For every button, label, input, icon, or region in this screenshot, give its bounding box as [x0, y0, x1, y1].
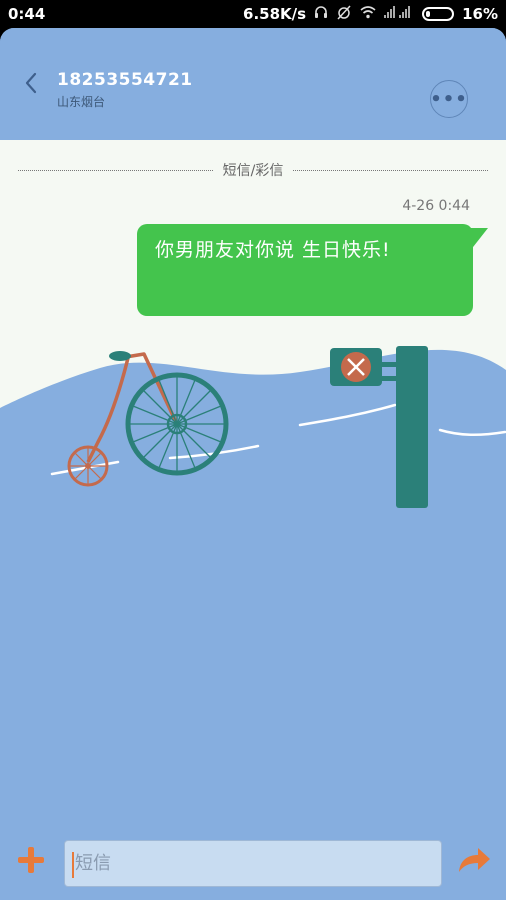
message-timestamp: 4-26 0:44: [402, 198, 470, 214]
status-time: 0:44: [8, 5, 46, 23]
back-button[interactable]: [16, 68, 46, 98]
text-cursor: [72, 852, 74, 878]
message-type-divider: 短信/彩信: [18, 160, 488, 180]
signal-icon: [384, 5, 414, 23]
battery-icon: [422, 7, 455, 21]
plus-icon: [18, 847, 44, 873]
contact-location: 山东烟台: [57, 95, 106, 109]
sent-message-bubble[interactable]: 你男朋友对你说 生日快乐!: [137, 224, 473, 316]
alarm-off-icon: [336, 4, 352, 24]
message-type-label: 短信/彩信: [222, 163, 284, 179]
contact-number: 18253554721: [57, 70, 193, 90]
message-text: 你男朋友对你说 生日快乐!: [155, 239, 391, 261]
divider-line-left: [18, 169, 213, 171]
conversation-header: 18253554721 山东烟台 •••: [0, 28, 506, 140]
chevron-left-icon: [25, 72, 37, 94]
send-arrow-icon: [459, 848, 490, 872]
composer-bar: [0, 828, 506, 900]
wifi-icon: [360, 5, 376, 23]
status-right: 6.58K/s 16%: [243, 4, 498, 24]
more-dots-icon: •••: [430, 88, 468, 110]
divider-line-right: [293, 169, 488, 171]
network-speed: 6.58K/s: [243, 5, 307, 23]
battery-percent: 16%: [462, 5, 498, 23]
status-bar: 0:44 6.58K/s 16%: [0, 0, 506, 28]
send-button[interactable]: [456, 844, 492, 876]
messaging-app: 18253554721 山东烟台 •••: [0, 28, 506, 900]
message-input[interactable]: [64, 840, 442, 887]
add-attachment-button[interactable]: [14, 843, 48, 877]
more-options-button[interactable]: •••: [430, 80, 468, 118]
headphones-icon: [314, 5, 328, 23]
